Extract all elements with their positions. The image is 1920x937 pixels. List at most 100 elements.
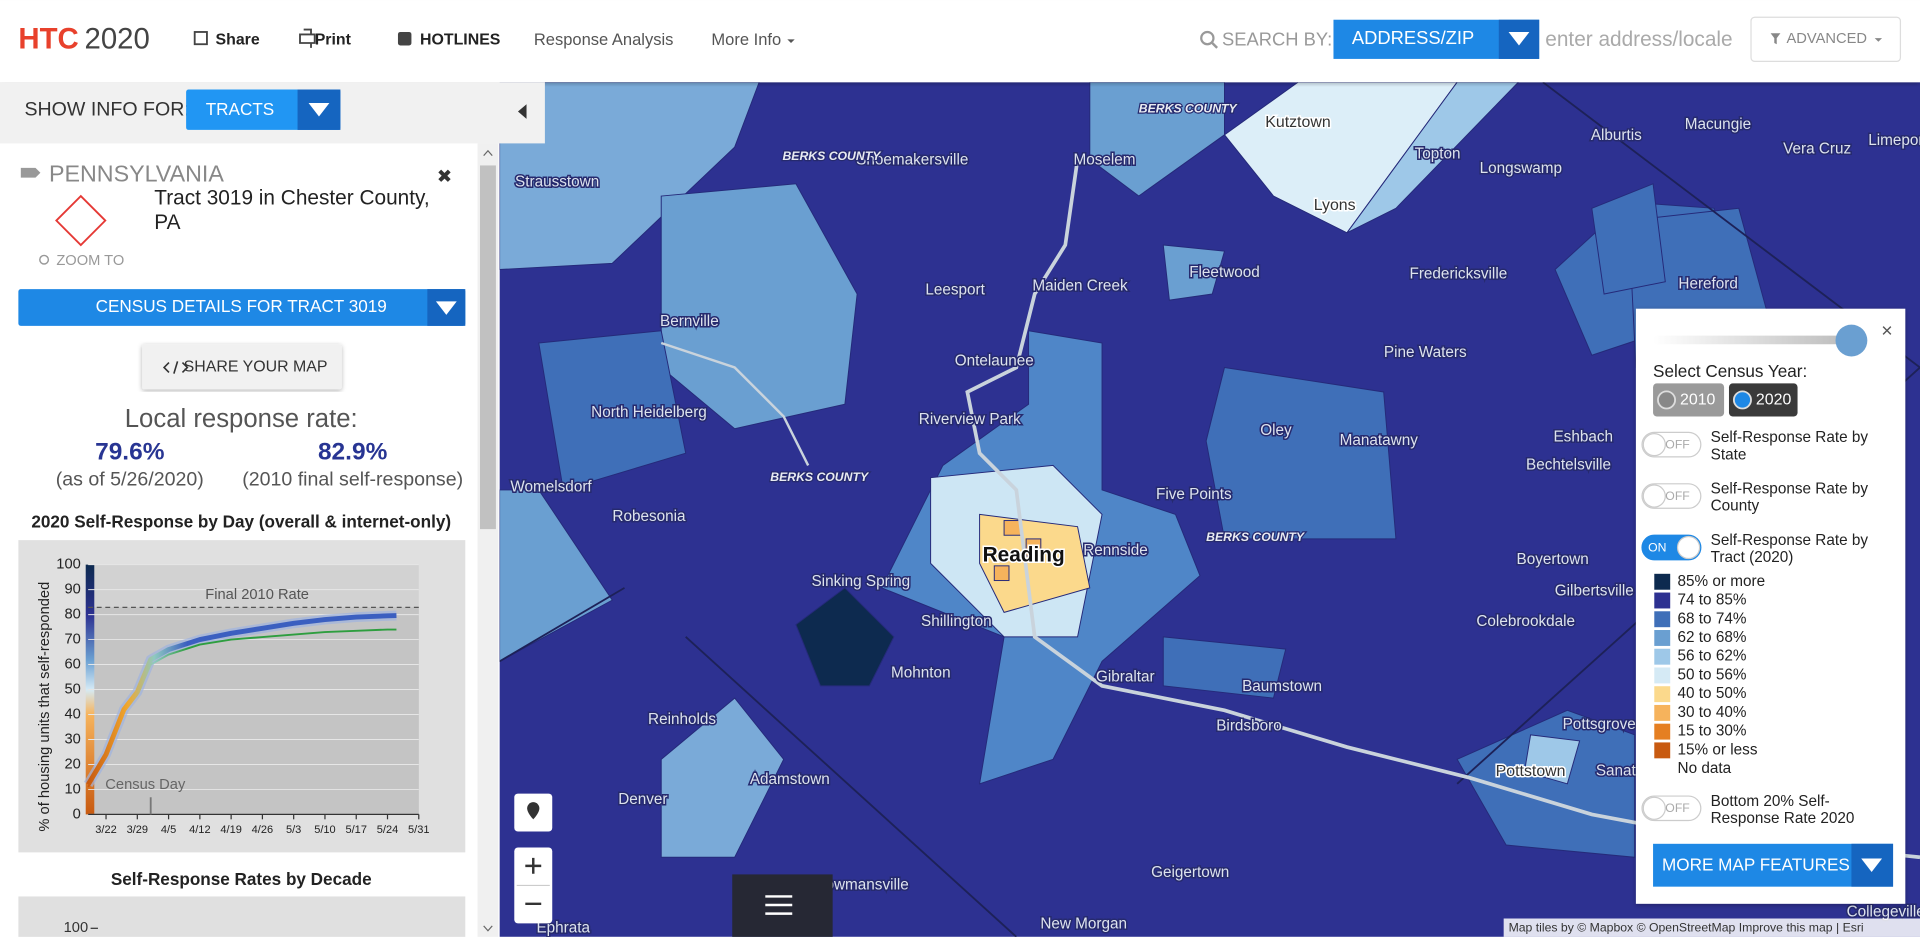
place-label: Womelsdorf: [510, 479, 592, 496]
place-label: Robesonia: [612, 508, 686, 525]
x-tick-label: 4/19: [220, 824, 241, 836]
legend-swatch: [1654, 630, 1671, 646]
legend-swatch: [1654, 742, 1671, 759]
scroll-thumb[interactable]: [480, 165, 496, 530]
label: Self-Response Rate by State: [1710, 428, 1869, 464]
zoom-icons[interactable]: [525, 857, 542, 906]
radio: [1732, 390, 1752, 410]
logo-brand[interactable]: HTC: [18, 22, 78, 55]
place-label: Topton: [1415, 145, 1461, 162]
header: [0, 0, 1920, 83]
place-label: Bechtelsville: [1526, 456, 1611, 473]
place-label: Riverview Park: [919, 411, 1021, 428]
place-label: Moselem: [1073, 152, 1135, 169]
legend-label: 30 to 40%: [1678, 704, 1747, 721]
x-tick-label: 4/12: [189, 824, 210, 836]
filter-icon: [1770, 33, 1781, 45]
close-button[interactable]: ✖: [437, 166, 452, 187]
advanced-button[interactable]: [1750, 16, 1902, 62]
place-label: New Morgan: [1040, 916, 1127, 933]
response-current-note: (as of 5/26/2020): [56, 468, 204, 490]
county-label: BERKS COUNTY: [1206, 530, 1306, 544]
scroll-down[interactable]: [483, 925, 493, 932]
tag-icon: [20, 167, 41, 178]
place-label: Fredericksville: [1409, 265, 1507, 282]
river: [965, 159, 1920, 860]
y-tick-label: 10: [64, 781, 80, 797]
place-label: Sinking Spring: [811, 573, 910, 590]
nav-item[interactable]: Response Analysis: [534, 30, 674, 49]
slider-thumb[interactable]: [1835, 324, 1868, 357]
toggle-state: ON: [1648, 540, 1666, 554]
place-label: Pottsgrove: [1563, 716, 1636, 733]
toggle-state: OFF: [1665, 437, 1689, 451]
census-details-button[interactable]: [18, 289, 466, 326]
legend-swatch: [1654, 592, 1671, 609]
place-label: Shoemakersville: [856, 152, 968, 169]
legend-label: 50 to 56%: [1678, 666, 1747, 683]
nav-item[interactable]: Share: [216, 32, 260, 49]
county-label: BERKS COUNTY: [782, 149, 882, 163]
toggle-knob: [1642, 796, 1666, 820]
place-label: Leesport: [925, 281, 985, 298]
y-tick-label: 50: [64, 681, 80, 697]
legend-label: 56 to 62%: [1678, 648, 1747, 665]
place-label: Boyertown: [1517, 551, 1589, 568]
place-label: Rennside: [1083, 542, 1148, 559]
close-button[interactable]: ×: [1881, 320, 1892, 342]
label-box: Bottom 20% Self-Response Rate 2020: [1711, 792, 1855, 827]
place-label: Gibraltar: [1096, 668, 1155, 685]
zoom-icon: [39, 254, 50, 265]
place-label: Baumstown: [1242, 678, 1322, 695]
place-label: Geigertown: [1151, 864, 1229, 881]
legend-swatch: [1654, 686, 1671, 703]
place-label: Mohnton: [891, 665, 951, 682]
county-label: BERKS COUNTY: [770, 470, 870, 484]
zoom-to[interactable]: ZOOM TO: [56, 253, 124, 269]
legend-swatch: [1654, 648, 1671, 665]
x-tick-label: 4/26: [252, 824, 273, 836]
caret: [1874, 38, 1883, 42]
caret: [1861, 858, 1883, 872]
attribution[interactable]: Map tiles by © Mapbox © OpenStreetMap Im…: [1509, 921, 1864, 935]
legend-swatch: [1654, 667, 1671, 684]
x-tick-label: 5/3: [286, 824, 301, 836]
scroll-up[interactable]: [483, 149, 493, 157]
chart-title: 2020 Self-Response by Day (overall & int…: [31, 512, 451, 532]
decade-chart-bg: [18, 896, 466, 937]
x-tick-label: 5/24: [377, 824, 398, 836]
logo-year[interactable]: 2020: [84, 22, 149, 55]
place-label: Oley: [1260, 422, 1292, 439]
label: Self-Response Rate by County: [1710, 480, 1869, 515]
share-map-button[interactable]: [142, 344, 342, 390]
place-label: Denver: [618, 791, 667, 808]
label-box: Self-Response Rate by County: [1710, 480, 1869, 515]
river: [660, 341, 810, 466]
place-label: Strausstown: [515, 174, 599, 191]
y-tick-label: 90: [64, 581, 80, 597]
place-label: Shillington: [921, 613, 992, 630]
place-label: Gilbertsville: [1555, 583, 1634, 600]
year-text: 2020: [1756, 392, 1792, 409]
search-input[interactable]: enter address/locale: [1545, 28, 1732, 51]
legend-swatch: [1654, 573, 1671, 590]
reference-label: Final 2010 Rate: [205, 587, 309, 603]
show-info-label: SHOW INFO FOR:: [24, 99, 189, 121]
collapse-button[interactable]: [517, 104, 527, 119]
year-slider[interactable]: [1653, 335, 1852, 345]
place-label: Five Points: [1156, 486, 1232, 503]
decade-title: Self-Response Rates by Decade: [111, 869, 372, 889]
place-label: Ephrata: [536, 919, 590, 936]
place-label: North Heidelberg: [591, 404, 707, 421]
y-tick-label: 100: [56, 556, 81, 572]
response-2010: 82.9%: [318, 439, 388, 466]
caret: [787, 39, 795, 43]
nav-item[interactable]: More Info: [711, 30, 781, 49]
nav-item[interactable]: Print: [315, 32, 352, 49]
search-icon: [1211, 42, 1219, 49]
tracts-value: TRACTS: [206, 99, 275, 119]
legend-label: 85% or more: [1678, 573, 1766, 590]
nav-item[interactable]: HOTLINES: [420, 32, 500, 49]
legend-label: 15% or less: [1678, 741, 1758, 758]
caret: [308, 102, 330, 117]
